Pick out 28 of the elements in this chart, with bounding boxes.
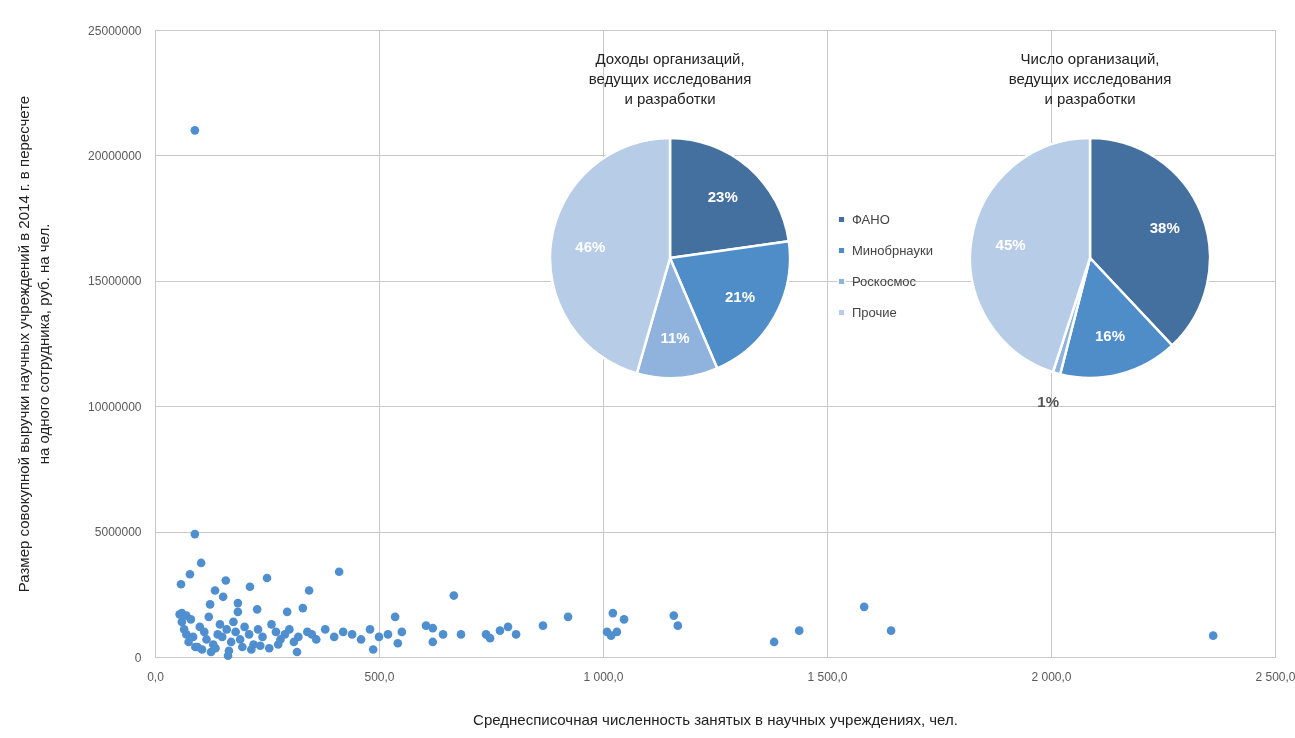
legend-label: Роскосмос bbox=[852, 273, 917, 289]
chart-title: Число организаций, ведущих исследования и разработки bbox=[1008, 50, 1172, 107]
y-tick-label: 15000000 bbox=[88, 274, 142, 289]
data-label: 21% bbox=[725, 288, 756, 306]
legend-label: Минобрнауки bbox=[852, 242, 933, 258]
data-label: 45% bbox=[995, 236, 1026, 254]
x-tick-label: 2 000,0 bbox=[1031, 669, 1072, 684]
data-label: 1% bbox=[1037, 393, 1059, 411]
data-label: 46% bbox=[575, 237, 606, 255]
data-label: 23% bbox=[707, 188, 738, 206]
x-axis-title: Среднесписочная численность занятых в научных учреждениях, чел. bbox=[473, 710, 958, 728]
legend-label: Прочие bbox=[852, 304, 897, 320]
x-tick-label: 1 000,0 bbox=[583, 669, 624, 684]
y-tick-label: 20000000 bbox=[88, 148, 142, 163]
y-tick-label: 25000000 bbox=[88, 23, 142, 38]
data-label: 16% bbox=[1094, 326, 1126, 344]
x-tick-label: 0,0 bbox=[147, 669, 165, 684]
data-label: 38% bbox=[1149, 219, 1180, 237]
y-tick-label: 0 bbox=[134, 650, 142, 665]
data-label: 11% bbox=[660, 329, 690, 347]
y-axis-title: Размер совокупной выручки научных учреждений в 2014 г. в пересчете на одного сотрудника, руб. на чел. bbox=[15, 95, 53, 593]
x-tick-label: 2 500,0 bbox=[1255, 669, 1295, 684]
chart-title: Доходы организаций, ведущих исследования и разработки bbox=[588, 50, 752, 107]
x-tick-label: 500,0 bbox=[364, 669, 395, 684]
x-tick-label: 1 500,0 bbox=[807, 669, 848, 684]
y-tick-label: 10000000 bbox=[88, 399, 142, 414]
y-tick-label: 5000000 bbox=[94, 525, 142, 540]
legend-label: ФАНО bbox=[852, 211, 890, 227]
